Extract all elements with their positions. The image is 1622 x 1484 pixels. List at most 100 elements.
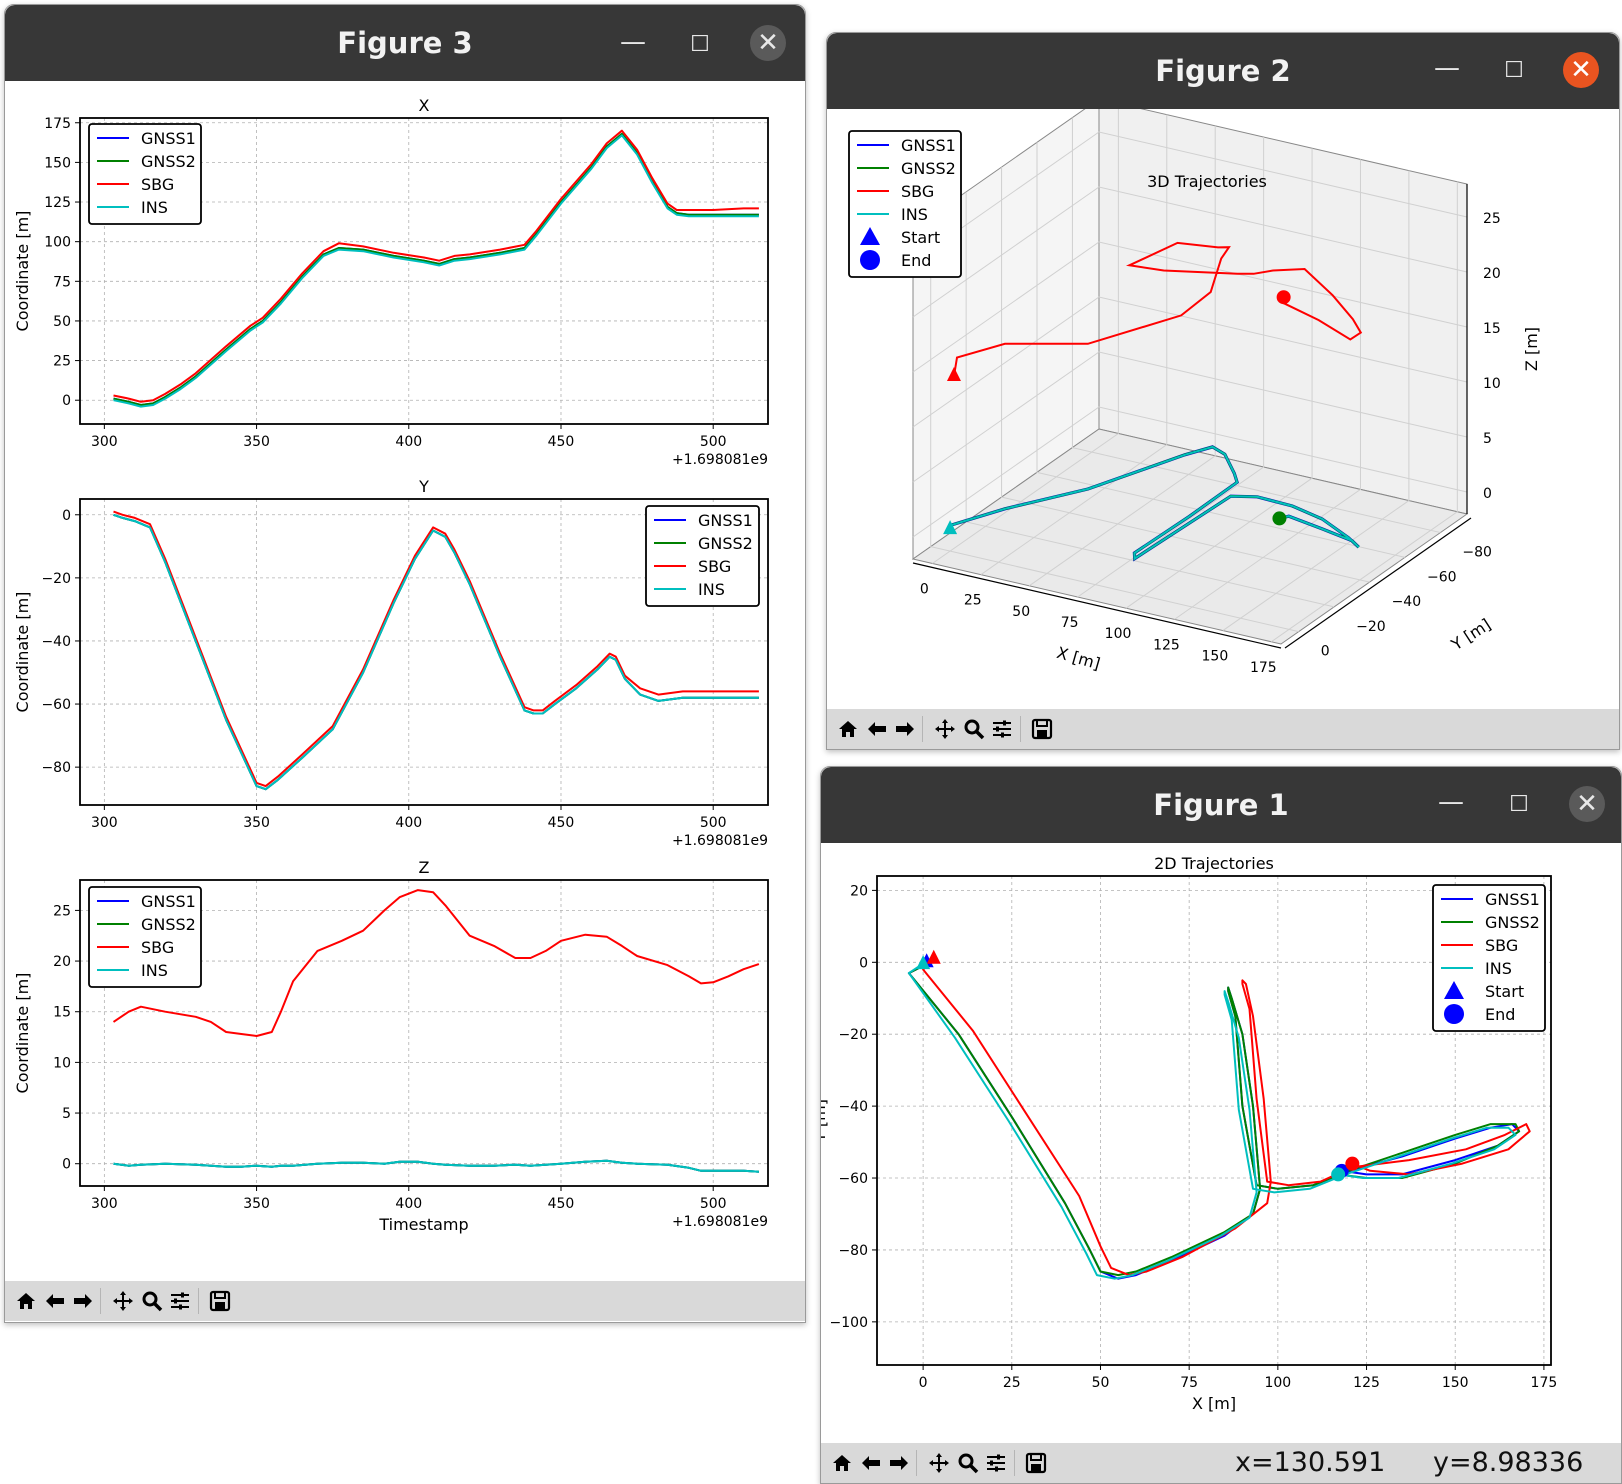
save-icon[interactable] xyxy=(206,1286,234,1316)
configure-subplots-icon[interactable] xyxy=(166,1286,194,1316)
figure-3-titlebar[interactable]: Figure 3 — ☐ ✕ xyxy=(5,5,805,81)
end-marker xyxy=(1331,1167,1346,1182)
y-axis-label: Coordinate [m] xyxy=(13,211,32,332)
z-tick-label: 25 xyxy=(1483,211,1501,227)
x-tick-label: 25 xyxy=(1003,1375,1021,1391)
series-line-gnss1 xyxy=(907,961,1521,1280)
series-group xyxy=(113,510,759,791)
back-arrow-icon[interactable] xyxy=(857,1448,885,1478)
figure-2-canvas[interactable]: 0 25 50 75 100 125 150 175 0 −20 −40 −60 −80 0 5 10 15 20… xyxy=(827,109,1619,709)
series-line-sbg xyxy=(113,510,759,788)
forward-arrow-icon[interactable] xyxy=(885,1448,913,1478)
y-tick-label: 20 xyxy=(53,954,71,970)
grid-y xyxy=(1071,117,1441,534)
end-marker xyxy=(1276,290,1291,305)
figure-1-titlebar[interactable]: Figure 1 — ☐ ✕ xyxy=(821,767,1621,843)
close-icon[interactable]: ✕ xyxy=(1563,52,1599,88)
close-icon[interactable]: ✕ xyxy=(750,25,786,61)
minimize-icon[interactable]: — xyxy=(620,27,646,57)
axes-fig1-2d: 0 25 50 75 100 125 150 175 −100 −80 −60 −40 −20 0 20 xyxy=(830,876,1557,1391)
x-tick-label: 350 xyxy=(243,434,270,450)
minimize-icon[interactable]: — xyxy=(1438,787,1464,817)
y-tick-label: 0 xyxy=(62,508,71,524)
configure-subplots-icon[interactable] xyxy=(982,1448,1010,1478)
y-axis-label: Coordinate [m] xyxy=(13,973,32,1094)
home-icon[interactable] xyxy=(834,714,862,744)
y-tick-label: −20 xyxy=(41,571,71,587)
grid-z xyxy=(912,351,1468,483)
legend-frame xyxy=(645,505,760,607)
maximize-icon[interactable]: ☐ xyxy=(1504,58,1524,83)
back-arrow-icon[interactable] xyxy=(863,714,891,744)
start-marker xyxy=(916,955,931,970)
toolbar-separator xyxy=(916,1450,917,1476)
x-tick-label: 0 xyxy=(919,1375,928,1391)
x-offset-label: +1.698081e9 xyxy=(672,452,768,468)
forward-arrow-icon[interactable] xyxy=(69,1286,97,1316)
zoom-icon[interactable] xyxy=(138,1286,166,1316)
legend: GNSS1 GNSS2 SBG INS Start End xyxy=(848,130,962,278)
x-tick-label: 300 xyxy=(91,434,118,450)
pan-icon[interactable] xyxy=(109,1286,137,1316)
x-tick-label: 450 xyxy=(548,434,575,450)
legend-label: GNSS2 xyxy=(901,159,956,178)
chart-title: Y xyxy=(418,477,429,496)
home-icon[interactable] xyxy=(12,1286,40,1316)
save-icon[interactable] xyxy=(1022,1448,1050,1478)
y-tick-label: 0 xyxy=(859,955,868,971)
maximize-icon[interactable]: ☐ xyxy=(1509,792,1529,817)
maximize-icon[interactable]: ☐ xyxy=(690,32,710,57)
grid-x xyxy=(980,114,1168,576)
legend-label: GNSS2 xyxy=(698,534,753,553)
x-tick-label: 150 xyxy=(1442,1375,1469,1391)
minimize-icon[interactable]: — xyxy=(1434,53,1460,83)
grid-z xyxy=(912,186,1468,318)
plot-frame xyxy=(79,117,769,425)
x-tick-label: 100 xyxy=(1264,1375,1291,1391)
home-icon[interactable] xyxy=(828,1448,856,1478)
legend: GNSS1 GNSS2 SBG INS xyxy=(645,505,760,607)
x-tick-label: 150 xyxy=(1202,649,1229,665)
legend-label: SBG xyxy=(1485,936,1518,955)
y-tick-label: −80 xyxy=(41,760,71,776)
forward-arrow-icon[interactable] xyxy=(891,714,919,744)
axes-fig3-y: 300 350 400 450 500 −80 −60 −40 −20 0 xyxy=(41,499,768,831)
legend-label: GNSS1 xyxy=(698,511,753,530)
series-line-ins xyxy=(113,513,759,791)
close-icon[interactable]: ✕ xyxy=(1569,786,1605,822)
series-line-ins xyxy=(113,1159,759,1173)
figure-1-canvas[interactable]: 0 25 50 75 100 125 150 175 −100 −80 −60 −40 −20 0 20 2D… xyxy=(821,843,1621,1443)
y-tick-label: −40 xyxy=(838,1099,868,1115)
legend-label: End xyxy=(1485,1005,1515,1024)
legend-label: SBG xyxy=(141,938,174,957)
window-title: Figure 2 xyxy=(1155,54,1291,88)
configure-subplots-icon[interactable] xyxy=(988,714,1016,744)
chart-title: Z xyxy=(419,858,430,877)
legend-label: GNSS2 xyxy=(1485,913,1540,932)
x-tick-label: 50 xyxy=(1092,1375,1110,1391)
y-tick-label: 15 xyxy=(53,1005,71,1021)
zoom-icon[interactable] xyxy=(960,714,988,744)
pan-icon[interactable] xyxy=(925,1448,953,1478)
grid-y xyxy=(1001,167,1370,583)
grid-y xyxy=(930,216,1299,633)
grid-z xyxy=(912,241,1468,373)
pan-icon[interactable] xyxy=(931,714,959,744)
x-tick-label: 25 xyxy=(964,593,982,609)
y-tick-label: −80 xyxy=(838,1243,868,1259)
y-tick-label: −100 xyxy=(830,1315,868,1331)
x-offset-label: +1.698081e9 xyxy=(672,1214,768,1230)
y-tick-label: −60 xyxy=(41,697,71,713)
figure-2-titlebar[interactable]: Figure 2 — ☐ ✕ xyxy=(827,33,1619,109)
y-tick-label: 50 xyxy=(53,314,71,330)
zoom-icon[interactable] xyxy=(954,1448,982,1478)
y-tick-label: −80 xyxy=(1462,545,1492,561)
toolbar-separator xyxy=(922,716,923,742)
back-arrow-icon[interactable] xyxy=(41,1286,69,1316)
figure-3-canvas[interactable]: 300 350 400 450 5000255075100125150175XCoord… xyxy=(5,81,805,1281)
x-tick-label: 300 xyxy=(91,1196,118,1212)
legend-label: SBG xyxy=(698,557,731,576)
legend-frame xyxy=(88,123,202,225)
legend-label: Start xyxy=(901,228,940,247)
save-icon[interactable] xyxy=(1028,714,1056,744)
